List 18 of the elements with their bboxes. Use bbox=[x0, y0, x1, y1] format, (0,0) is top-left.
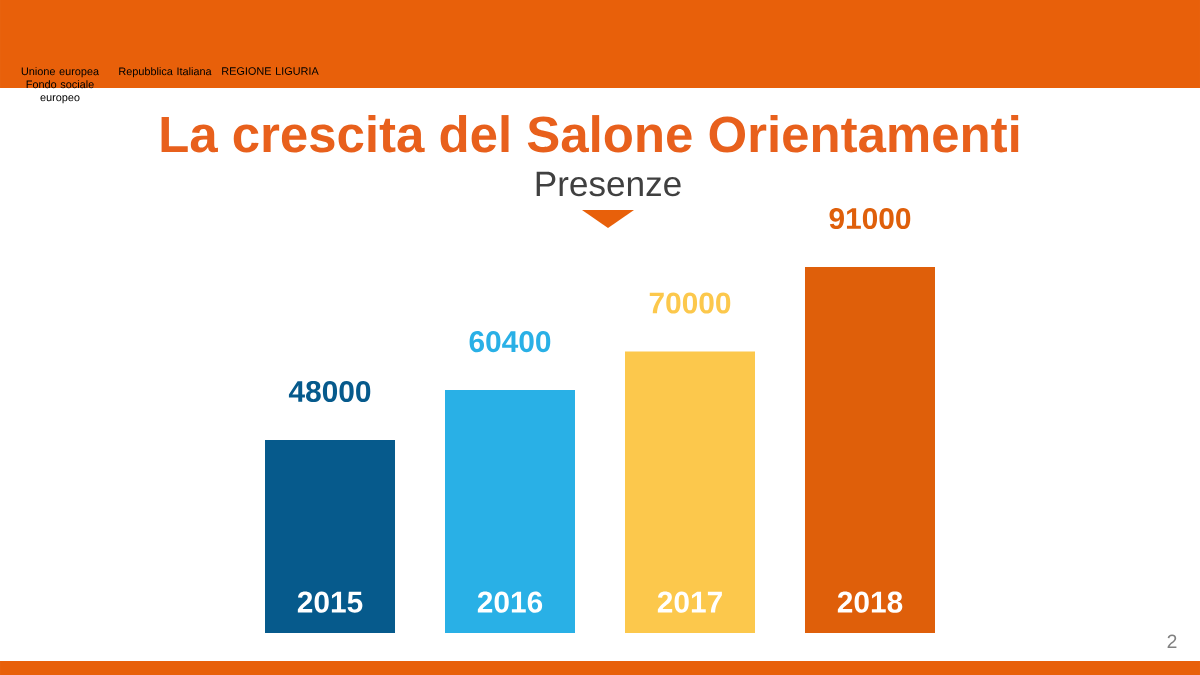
bar bbox=[805, 266, 935, 633]
x-tick-label: 2017 bbox=[657, 591, 722, 613]
data-label: 91000 bbox=[829, 207, 911, 230]
x-tick-label: 2015 bbox=[297, 591, 363, 613]
chart-subtitle: Presenze bbox=[536, 171, 681, 197]
text: Repubblica Italiana bbox=[119, 67, 212, 78]
data-label: 48000 bbox=[288, 380, 371, 403]
x-tick-label: 2018 bbox=[837, 591, 903, 613]
text: REGIONE LIGURIA bbox=[222, 67, 319, 75]
chart-title: La crescita del Salone Orientamenti bbox=[161, 115, 1019, 153]
x-tick-label: 2016 bbox=[477, 591, 543, 613]
bar bbox=[265, 439, 396, 633]
data-label: 60400 bbox=[469, 331, 551, 353]
text: Unione europea Fondo sociale europeo bbox=[21, 67, 100, 104]
text: 2 bbox=[1167, 634, 1177, 648]
bar bbox=[625, 351, 756, 633]
data-label: 70000 bbox=[649, 292, 731, 314]
bar bbox=[445, 390, 575, 633]
